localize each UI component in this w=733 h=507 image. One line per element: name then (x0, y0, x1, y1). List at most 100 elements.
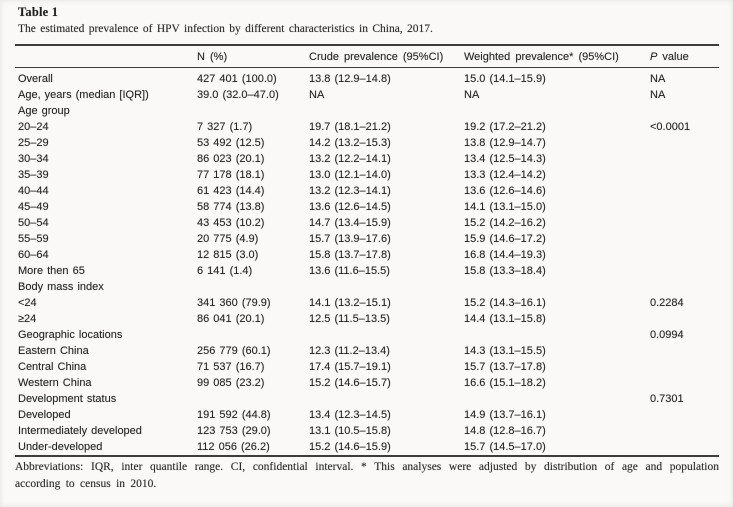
table-row: 45–49 58 774 (13.8) 13.6 (12.6–14.5) 14.1 (… (15, 199, 719, 215)
table-row: Eastern China 256 779 (60.1) 12.3 (11.2–13… (15, 343, 719, 359)
table-row: 25–29 53 492 (12.5) 14.2 (13.2–15.3) 13.8 (… (15, 135, 719, 151)
cell-label: 60–64 (18, 249, 49, 261)
cell-weighted: 15.9 (14.6–17.2) (464, 233, 546, 245)
col-header-weighted-prevalence: Weighted prevalence* (95%CI) (464, 45, 650, 68)
cell-label: Age group (18, 105, 70, 117)
cell-p (650, 439, 719, 456)
cell-p (650, 263, 719, 279)
cell-p (650, 231, 719, 247)
cell-p (650, 423, 719, 439)
table-row: 60–64 12 815 (3.0) 15.8 (13.7–17.8) 16.8 (1… (15, 247, 719, 263)
table-row: Western China 99 085 (23.2) 15.2 (14.6–15.… (15, 375, 719, 391)
prevalence-table: N (%) Crude prevalence (95%CI) Weighted … (15, 44, 719, 457)
cell-weighted (464, 279, 650, 295)
cell-weighted: 13.4 (12.5–14.3) (464, 153, 546, 165)
table-row: More then 65 6 141 (1.4) 13.6 (11.6–15.5) 1… (15, 263, 719, 279)
cell-weighted: 16.6 (15.1–18.2) (464, 377, 546, 389)
cell-weighted: 19.2 (17.2–21.2) (464, 121, 546, 133)
cell-p (650, 375, 719, 391)
cell-n: 341 360 (79.9) (197, 297, 271, 309)
cell-label: 20–24 (18, 121, 49, 133)
cell-crude: 13.2 (12.3–14.1) (309, 185, 391, 197)
cell-crude: 13.4 (12.3–14.5) (309, 409, 391, 421)
cell-crude: 15.7 (13.9–17.6) (309, 233, 391, 245)
cell-weighted: 15.7 (14.5–17.0) (464, 441, 546, 453)
cell-crude: 13.1 (10.5–15.8) (309, 425, 391, 437)
cell-n: 86 023 (20.1) (197, 153, 265, 165)
cell-n: 39.0 (32.0–47.0) (197, 89, 279, 101)
cell-weighted: 14.4 (13.1–15.8) (464, 313, 546, 325)
cell-crude: NA (309, 89, 325, 101)
cell-crude: 15.8 (13.7–17.8) (309, 249, 391, 261)
cell-p: <0.0001 (650, 121, 691, 133)
table-caption: The estimated prevalence of HPV infectio… (18, 23, 433, 35)
cell-weighted: 15.7 (13.7–17.8) (464, 361, 546, 373)
cell-weighted: 15.2 (14.3–16.1) (464, 297, 546, 309)
cell-p: NA (650, 89, 666, 101)
cell-p (650, 343, 719, 359)
cell-label: 45–49 (18, 201, 49, 213)
cell-label: 55–59 (18, 233, 49, 245)
cell-label: 25–29 (18, 137, 49, 149)
cell-n (197, 103, 309, 119)
cell-label: Western China (18, 377, 92, 389)
table-row: Developed 191 592 (44.8) 13.4 (12.3–14.5) 1… (15, 407, 719, 423)
cell-p (650, 359, 719, 375)
cell-p: NA (650, 73, 666, 85)
cell-label: Body mass index (18, 281, 104, 293)
cell-p (650, 151, 719, 167)
cell-label: 35–39 (18, 169, 49, 181)
cell-label: Intermediately developed (18, 425, 142, 437)
cell-crude (309, 391, 464, 407)
caption-block: Table 1 The estimated prevalence of HPV … (18, 5, 718, 35)
table-row: 50–54 43 453 (10.2) 14.7 (13.4–15.9) 15.2 (… (15, 215, 719, 231)
cell-weighted (464, 103, 650, 119)
cell-crude: 17.4 (15.7–19.1) (309, 361, 391, 373)
table-row: Age group (15, 103, 719, 119)
cell-p (650, 215, 719, 231)
cell-crude: 12.5 (11.5–13.5) (309, 313, 390, 325)
cell-weighted: 14.9 (13.7–16.1) (464, 409, 546, 421)
table-row: Development status 0.7301 (15, 391, 719, 407)
cell-p: 0.2284 (650, 297, 684, 309)
cell-weighted: 15.0 (14.1–15.9) (464, 73, 546, 85)
cell-crude (309, 279, 464, 295)
cell-label: 40–44 (18, 185, 49, 197)
cell-n: 427 401 (100.0) (197, 73, 277, 85)
cell-label: Developed (18, 409, 71, 421)
cell-weighted: 13.8 (12.9–14.7) (464, 137, 546, 149)
cell-crude: 14.2 (13.2–15.3) (309, 137, 391, 149)
cell-label: 30–34 (18, 153, 49, 165)
cell-n: 58 774 (13.8) (197, 201, 265, 213)
cell-weighted: 13.6 (12.6–14.6) (464, 185, 546, 197)
cell-p (650, 247, 719, 263)
header-row: N (%) Crude prevalence (95%CI) Weighted … (15, 45, 719, 68)
cell-crude: 14.7 (13.4–15.9) (309, 217, 391, 229)
cell-p (650, 279, 719, 295)
cell-crude (309, 103, 464, 119)
table-row: Under-developed 112 056 (26.2) 15.2 (14.6–… (15, 439, 719, 456)
col-header-p-value: P value (650, 45, 719, 68)
table-row: Age, years (median [IQR]) 39.0 (32.0–47.0… (15, 87, 719, 103)
cell-n: 61 423 (14.4) (197, 185, 265, 197)
table-label: Table 1 (18, 5, 59, 19)
cell-weighted: 14.1 (13.1–15.0) (464, 201, 546, 213)
cell-label: Geographic locations (18, 329, 123, 341)
col-header-crude-prevalence: Crude prevalence (95%CI) (309, 45, 464, 68)
cell-n: 43 453 (10.2) (197, 217, 265, 229)
cell-crude: 13.0 (12.1–14.0) (309, 169, 391, 181)
cell-crude (309, 327, 464, 343)
cell-crude: 19.7 (18.1–21.2) (309, 121, 391, 133)
cell-p (650, 135, 719, 151)
cell-label: ≥24 (18, 313, 37, 325)
cell-n: 7 327 (1.7) (197, 121, 253, 133)
table-row: Intermediately developed 123 753 (29.0) 13… (15, 423, 719, 439)
cell-label: Age, years (median [IQR]) (18, 89, 149, 101)
cell-p (650, 407, 719, 423)
cell-p: 0.7301 (650, 393, 684, 405)
cell-p (650, 199, 719, 215)
cell-label: Central China (18, 361, 87, 373)
col-header-characteristic (15, 45, 197, 68)
cell-n: 12 815 (3.0) (197, 249, 259, 261)
